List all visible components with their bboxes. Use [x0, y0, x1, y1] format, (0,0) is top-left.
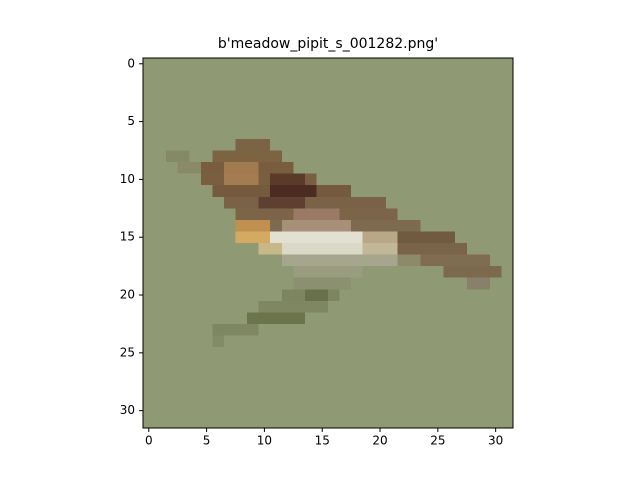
- x-tick-label: 20: [372, 434, 387, 448]
- x-tick-label: 10: [257, 434, 272, 448]
- axes-frame: [142, 57, 514, 429]
- x-tick-label: 0: [145, 434, 153, 448]
- y-tick-label: 0: [127, 56, 135, 70]
- x-tick-label: 25: [430, 434, 445, 448]
- y-tick-label: 5: [127, 114, 135, 128]
- y-tick-label: 15: [120, 230, 135, 244]
- y-tick-label: 10: [120, 172, 135, 186]
- y-tick-label: 25: [120, 345, 135, 359]
- y-tick-label: 20: [120, 288, 135, 302]
- x-tick-label: 5: [203, 434, 211, 448]
- image: [143, 58, 513, 428]
- y-tick-label: 30: [120, 403, 135, 417]
- chart-title: b'meadow_pipit_s_001282.png': [218, 36, 438, 52]
- x-tick-label: 15: [315, 434, 330, 448]
- x-tick-label: 30: [488, 434, 503, 448]
